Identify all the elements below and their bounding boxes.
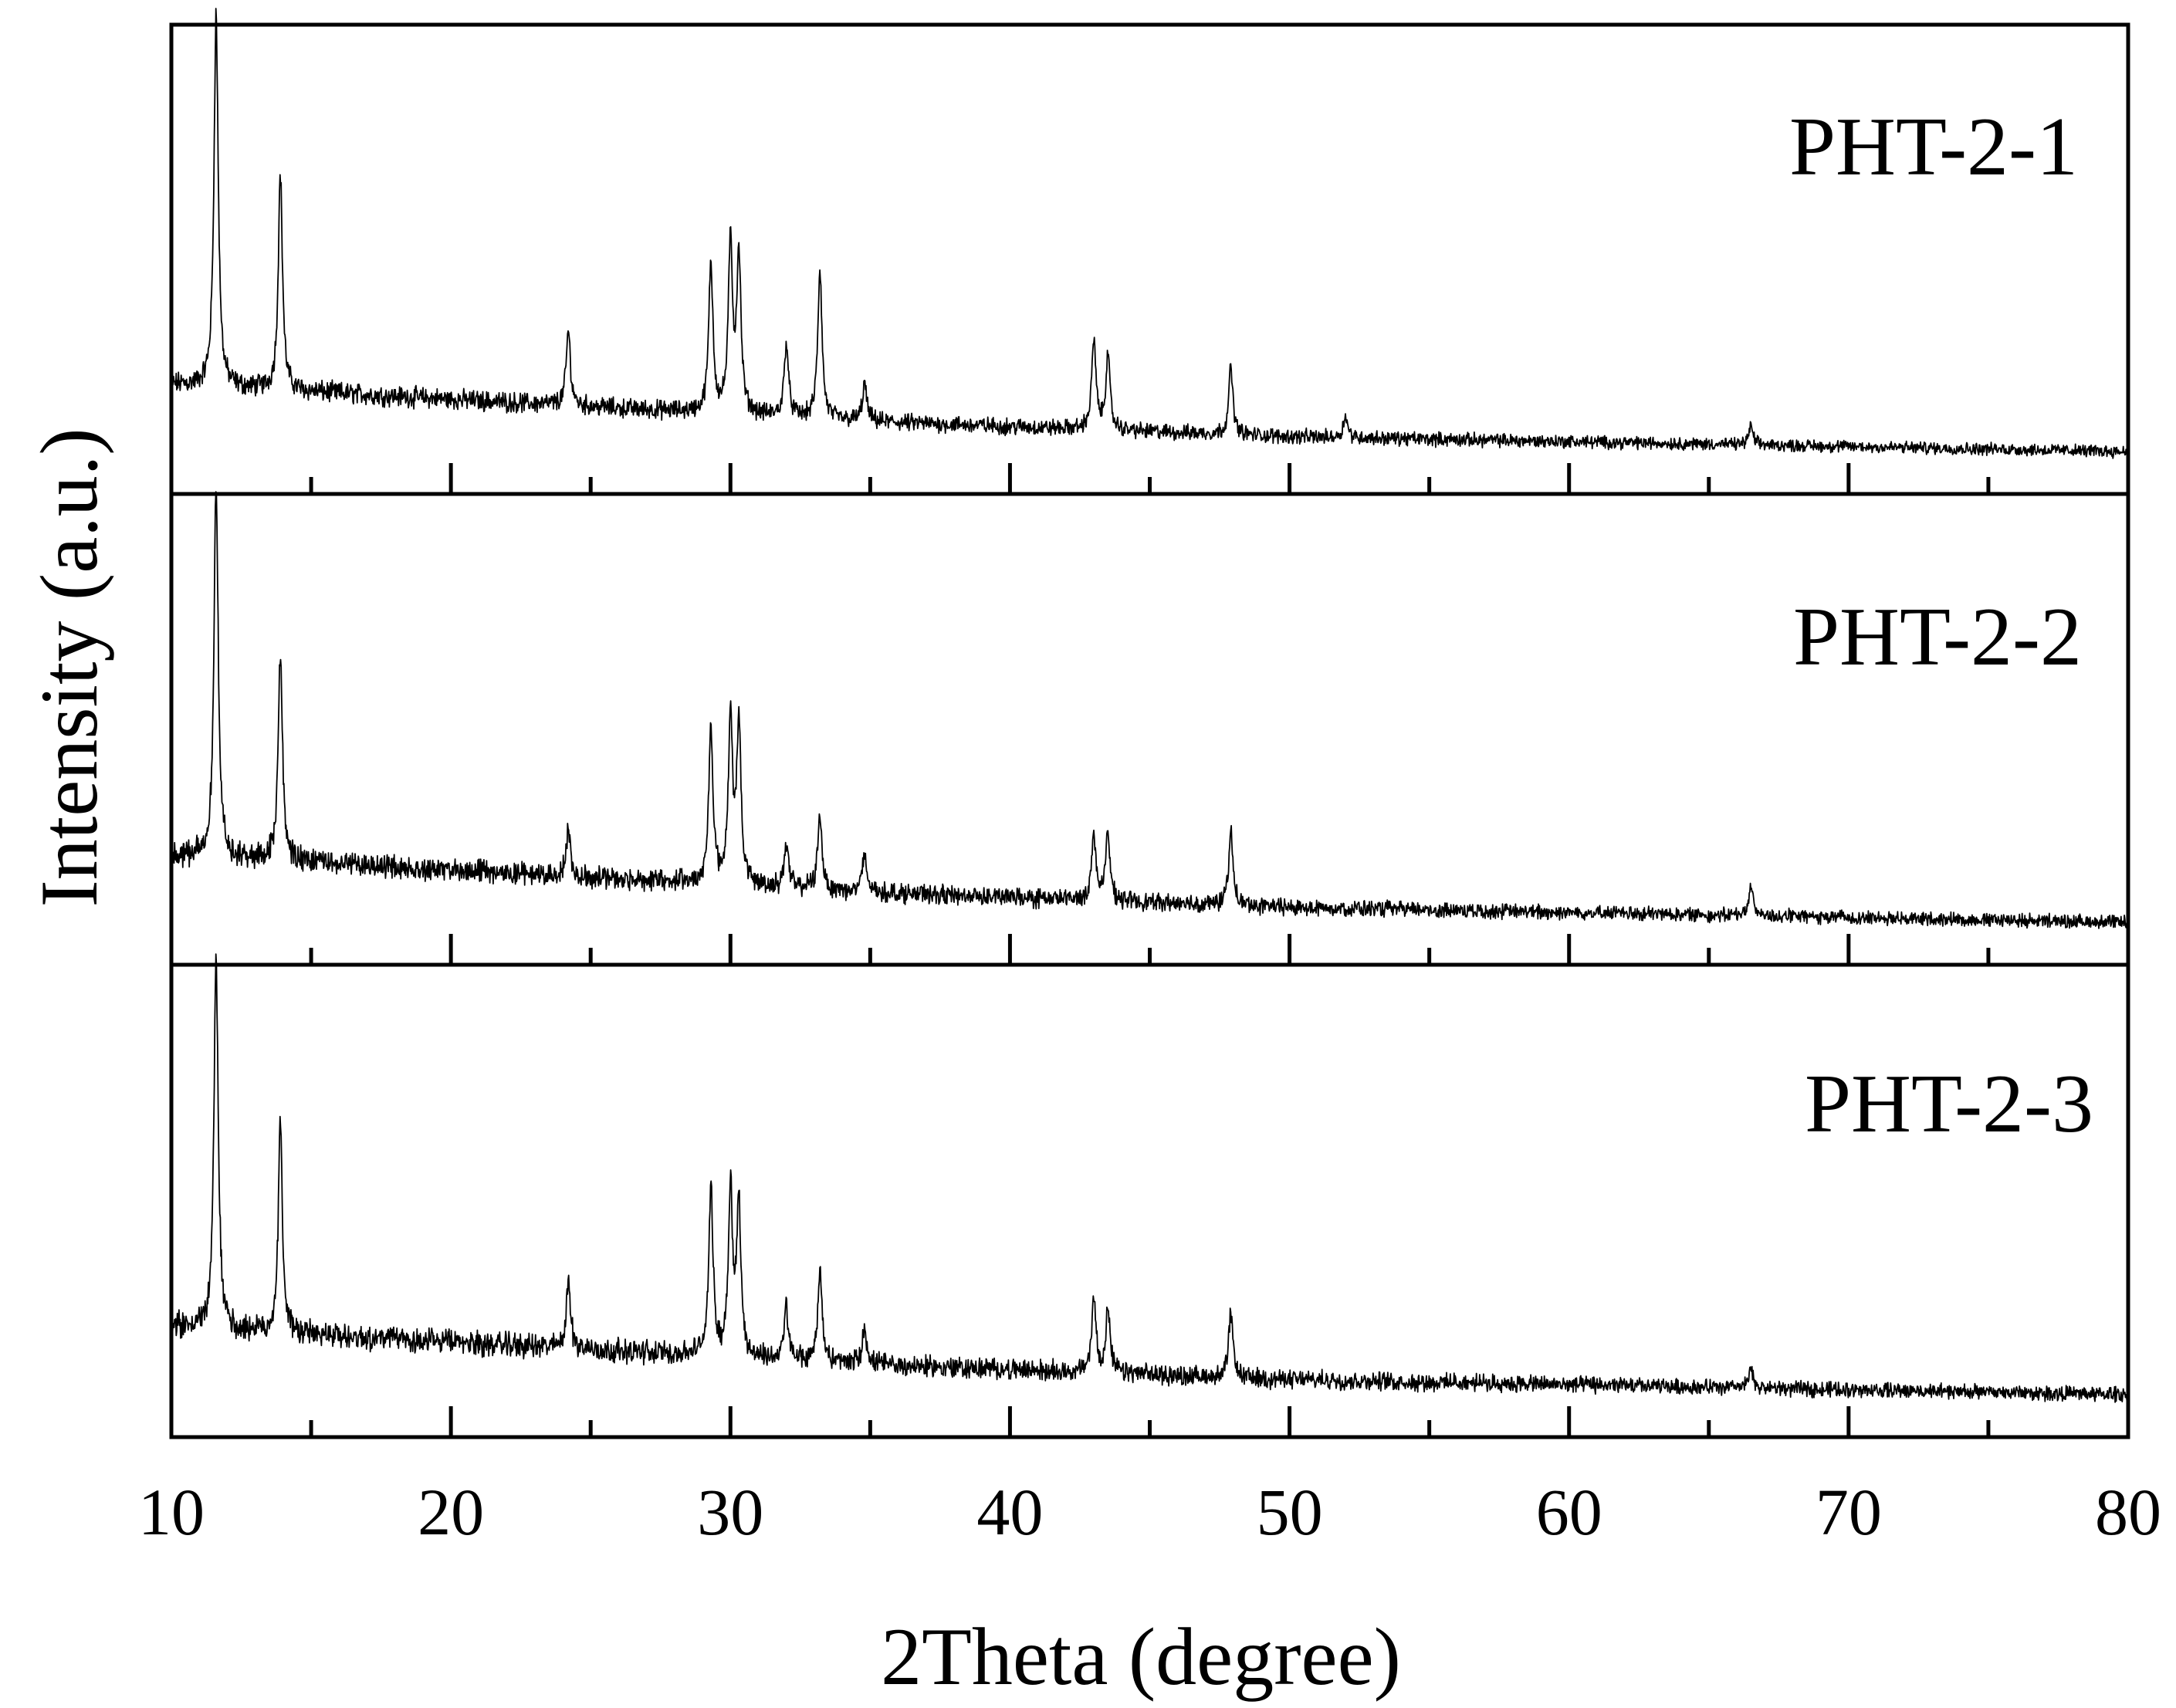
y-axis-title: Intensity (a.u.) xyxy=(24,428,114,907)
x-tick-label: 70 xyxy=(1816,1475,1882,1549)
x-tick-label: 40 xyxy=(976,1475,1043,1549)
panel-label: PHT-2-2 xyxy=(1793,591,2082,683)
x-tick-label: 20 xyxy=(418,1475,484,1549)
x-tick-label: 30 xyxy=(697,1475,763,1549)
x-tick-label: 10 xyxy=(138,1475,205,1549)
panels: PHT-2-1 PHT-2-2 PHT-2-3 xyxy=(169,8,2130,1439)
panel-label: PHT-2-3 xyxy=(1805,1058,2093,1150)
xrd-panel: PHT-2-1 xyxy=(169,8,2130,496)
x-tick-label: 50 xyxy=(1257,1475,1323,1549)
xrd-trace-pht-2-1 xyxy=(171,8,2129,459)
x-axis-title: 2Theta (degree) xyxy=(881,1612,1401,1702)
panel-frame xyxy=(169,22,2130,496)
xrd-panel: PHT-2-3 xyxy=(169,953,2130,1439)
xrd-trace-pht-2-3 xyxy=(171,953,2129,1403)
panel-frame xyxy=(169,492,2130,967)
panel-label: PHT-2-1 xyxy=(1789,101,2078,193)
x-tick-label: 80 xyxy=(2095,1475,2161,1549)
xrd-panel: PHT-2-2 xyxy=(169,491,2130,967)
x-tick-labels: 10 20 30 40 50 60 70 80 xyxy=(138,1475,2161,1549)
panel-frame xyxy=(169,962,2130,1439)
xrd-trace-pht-2-2 xyxy=(171,491,2129,929)
x-tick-label: 60 xyxy=(1536,1475,1602,1549)
